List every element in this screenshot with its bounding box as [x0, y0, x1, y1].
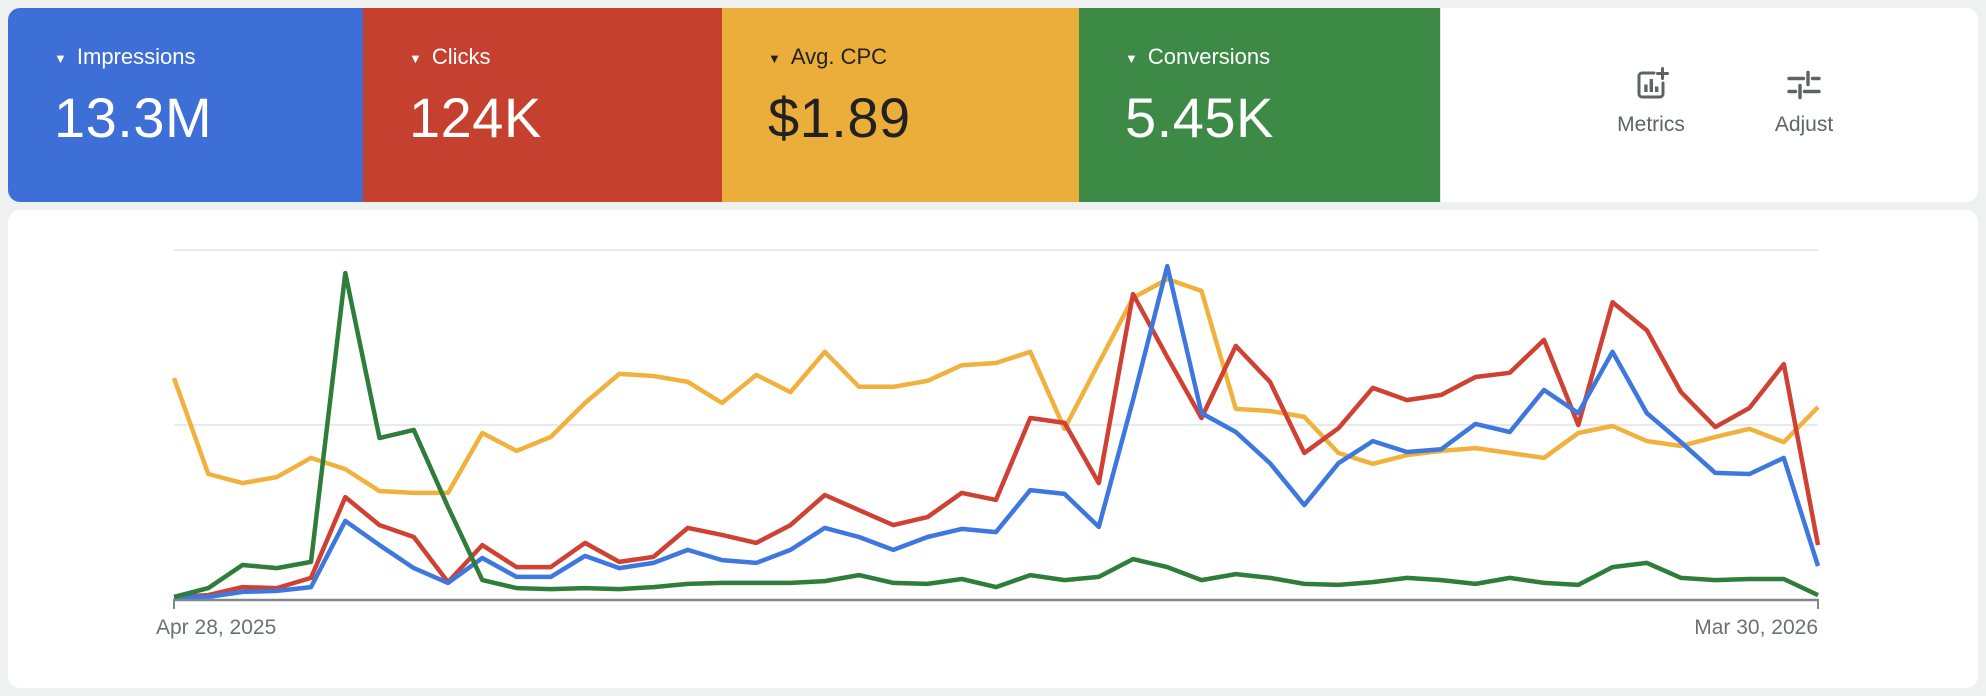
metric-label: Impressions	[76, 44, 196, 69]
scorecard-clicks-label-row: Clicks	[409, 44, 712, 70]
dropdown-arrow-icon	[1125, 52, 1138, 65]
scorecard-conversions[interactable]: Conversions 5.45K	[1079, 8, 1440, 202]
metric-value: 5.45K	[1125, 86, 1274, 149]
metric-label: Avg. CPC	[790, 44, 888, 69]
scorecard-avg-cpc-label-row: Avg. CPC	[768, 44, 1069, 70]
x-axis-label-start: Apr 28, 2025	[156, 616, 276, 639]
line-chart: Apr 28, 2025 Mar 30, 2026	[156, 249, 1821, 639]
adjust-button-label: Adjust	[1774, 113, 1834, 136]
add-chart-icon	[1630, 64, 1672, 106]
metrics-button-label: Metrics	[1617, 113, 1685, 136]
series-impressions	[174, 263, 1821, 600]
scorecard-conversions-label-row: Conversions	[1125, 44, 1430, 70]
dropdown-arrow-icon	[768, 52, 781, 65]
metric-value: 13.3M	[54, 86, 213, 149]
scorecard-header: Impressions 13.3M Clicks 124K Avg. CPC $…	[8, 8, 1978, 202]
series-avg-cpc	[171, 276, 1820, 496]
adjust-button[interactable]: Adjust	[1744, 64, 1864, 158]
performance-chart-card: Apr 28, 2025 Mar 30, 2026	[8, 210, 1978, 688]
metric-label: Conversions	[1147, 44, 1271, 69]
tune-icon	[1783, 64, 1825, 106]
header-actions-area: Metrics Adjust	[1440, 8, 1978, 202]
scorecard-avg-cpc[interactable]: Avg. CPC $1.89	[722, 8, 1079, 202]
dropdown-arrow-icon	[409, 52, 422, 65]
dropdown-arrow-icon	[54, 52, 67, 65]
metric-label: Clicks	[431, 44, 491, 69]
metrics-button[interactable]: Metrics	[1591, 64, 1711, 158]
scorecard-clicks[interactable]: Clicks 124K	[363, 8, 722, 202]
metric-value: 124K	[409, 86, 542, 149]
series-conversions	[173, 270, 1819, 600]
scorecard-impressions[interactable]: Impressions 13.3M	[8, 8, 363, 202]
x-axis-label-end: Mar 30, 2026	[1694, 616, 1818, 639]
metric-value: $1.89	[768, 86, 911, 149]
scorecard-impressions-label-row: Impressions	[54, 44, 353, 70]
